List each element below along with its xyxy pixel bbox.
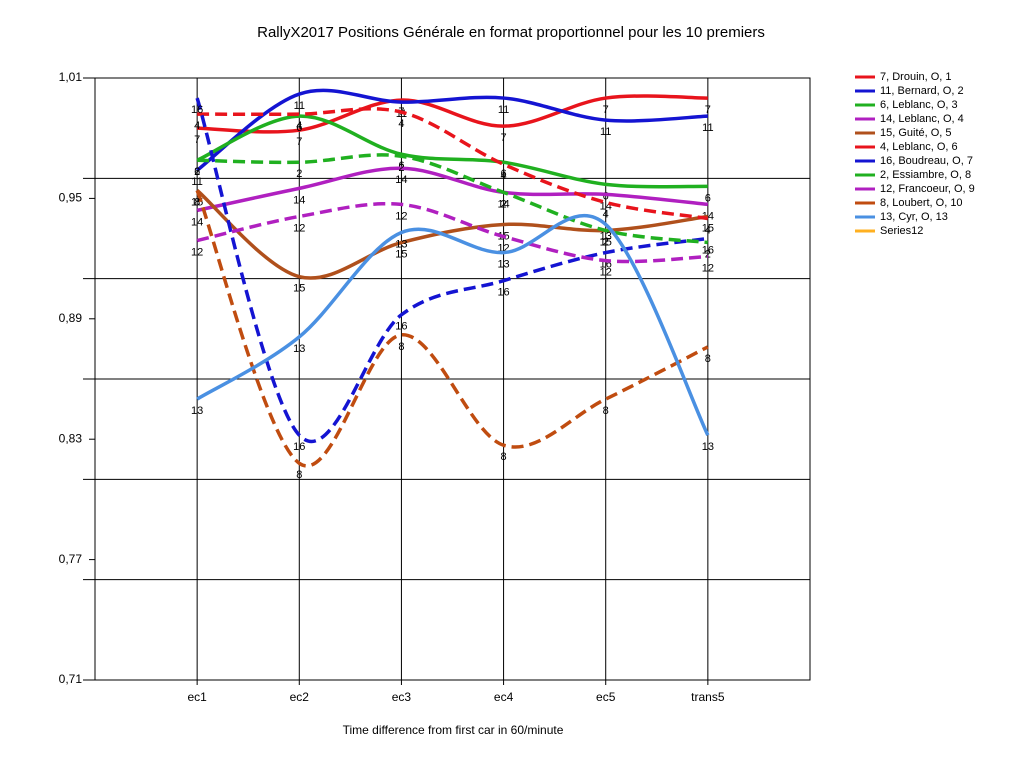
series-line — [196, 114, 708, 189]
point-label: 16 — [395, 321, 407, 333]
point-label: 6 — [705, 192, 711, 204]
point-label: 7 — [296, 136, 302, 148]
point-label: 7 — [603, 104, 609, 116]
point-label: 13 — [293, 343, 305, 355]
legend-label: 15, Guité, O, 5 — [880, 127, 952, 139]
point-label: 11 — [294, 100, 305, 112]
plot-frame — [94, 77, 811, 681]
series-line — [196, 88, 708, 172]
point-label: 14 — [191, 216, 203, 228]
point-label: 15 — [395, 248, 407, 260]
point-label: 13 — [395, 238, 407, 250]
point-label: 16 — [702, 244, 714, 256]
point-label: 8 — [296, 469, 302, 481]
point-label: 12 — [191, 246, 203, 258]
legend-label: 16, Boudreau, O, 7 — [880, 155, 973, 167]
point-label: 11 — [191, 176, 202, 188]
point-label: 7 — [705, 104, 711, 116]
point-label: 4 — [296, 120, 302, 132]
point-label: 8 — [705, 353, 711, 365]
point-label: 11 — [702, 122, 713, 134]
legend-label: 14, Leblanc, O, 4 — [880, 113, 964, 125]
series-line — [196, 202, 708, 264]
point-label: 12 — [702, 262, 714, 274]
point-label: 2 — [501, 198, 507, 210]
legend-label: Series12 — [880, 225, 923, 237]
legend-label: 6, Leblanc, O, 3 — [880, 99, 958, 111]
y-tick-label: 1,01 — [59, 70, 83, 84]
series-line — [195, 189, 709, 468]
y-tick-label: 0,71 — [59, 672, 83, 686]
y-tick-label: 0,83 — [59, 431, 83, 445]
point-label: 6 — [501, 168, 507, 180]
series-line — [196, 166, 709, 213]
x-axis-label: Time difference from first car in 60/min… — [343, 723, 564, 737]
point-label: 4 — [398, 118, 404, 130]
point-label: 14 — [497, 198, 509, 210]
point-label: 14 — [395, 174, 407, 186]
point-label: 8 — [603, 405, 609, 417]
point-label: 8 — [398, 341, 404, 353]
y-tick-label: 0,89 — [59, 311, 83, 325]
point-label: 4 — [194, 120, 200, 132]
point-label: 16 — [293, 441, 305, 453]
point-label: 2 — [398, 162, 404, 174]
x-tick-label: ec4 — [494, 690, 514, 704]
point-label: 2 — [194, 166, 200, 178]
y-tick-label: 0,95 — [59, 191, 83, 205]
point-label: 4 — [705, 224, 711, 236]
point-label: 15 — [600, 236, 612, 248]
point-label: 13 — [497, 258, 509, 270]
point-label: 8 — [194, 196, 200, 208]
series-line — [196, 189, 709, 280]
point-label: 8 — [501, 451, 507, 463]
point-label: 6 — [296, 122, 302, 134]
point-label: 7 — [501, 132, 507, 144]
x-tick-label: trans5 — [691, 690, 725, 704]
point-label: 11 — [396, 108, 407, 120]
point-label: 15 — [293, 283, 305, 295]
x-tick-label: ec2 — [290, 690, 310, 704]
point-label: 6 — [194, 166, 200, 178]
series-line — [197, 107, 709, 221]
chart-title: RallyX2017 Positions Générale en format … — [257, 24, 765, 41]
series-line — [196, 213, 710, 436]
point-label: 13 — [702, 441, 714, 453]
legend-label: 7, Drouin, O, 1 — [880, 71, 952, 83]
point-label: 2 — [705, 248, 711, 260]
point-label: 15 — [702, 222, 714, 234]
point-label: 7 — [194, 134, 200, 146]
point-label: 2 — [296, 168, 302, 180]
point-label: 6 — [603, 190, 609, 202]
x-tick-label: ec5 — [596, 690, 616, 704]
point-label: 12 — [600, 267, 612, 279]
point-label: 12 — [395, 210, 407, 222]
legend-label: 4, Leblanc, O, 6 — [880, 141, 958, 153]
point-label: 13 — [600, 230, 612, 242]
series-line — [195, 97, 709, 444]
point-label: 13 — [191, 405, 203, 417]
legend-label: 11, Bernard, O, 2 — [880, 85, 964, 97]
point-label: 11 — [600, 126, 611, 138]
point-label: 4 — [603, 208, 609, 220]
x-tick-label: ec1 — [187, 690, 207, 704]
point-label: 6 — [398, 160, 404, 172]
point-label: 16 — [191, 104, 203, 116]
x-tick-label: ec3 — [392, 690, 412, 704]
point-label: 4 — [501, 170, 507, 182]
legend-label: 12, Francoeur, O, 9 — [880, 183, 975, 195]
series-line — [197, 94, 708, 134]
point-label: 14 — [293, 194, 305, 206]
point-label: 16 — [497, 287, 509, 299]
point-label: 11 — [498, 104, 509, 116]
point-label: 2 — [603, 236, 609, 248]
y-tick-label: 0,77 — [59, 552, 83, 566]
legend-label: 13, Cyr, O, 13 — [880, 211, 948, 223]
legend-label: 2, Essiambre, O, 8 — [880, 169, 971, 181]
series-line — [197, 153, 709, 245]
legend-label: 8, Loubert, O, 10 — [880, 197, 963, 209]
point-label: 12 — [293, 222, 305, 234]
